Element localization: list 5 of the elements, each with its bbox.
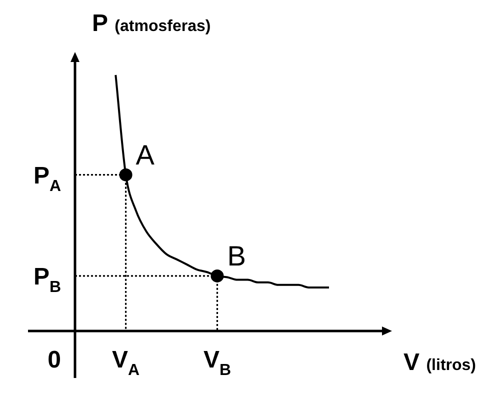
x-axis-title: V (litros) bbox=[404, 349, 476, 376]
annotation: B bbox=[227, 240, 246, 272]
y-axis-title: P (atmosferas) bbox=[92, 10, 211, 37]
annotation: A bbox=[136, 140, 155, 171]
text: 0 bbox=[48, 346, 62, 374]
